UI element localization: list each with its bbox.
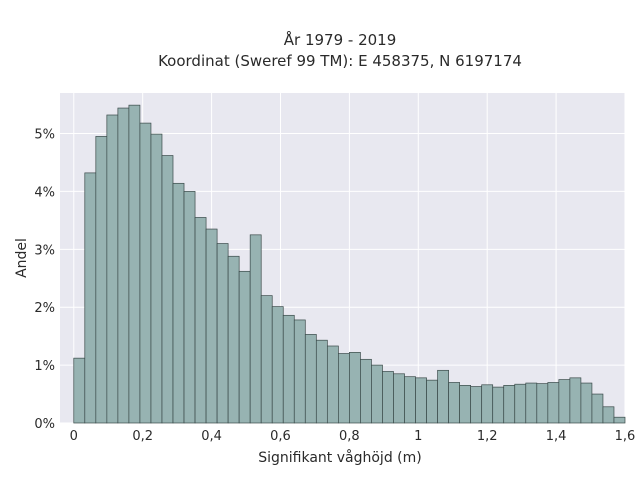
histogram-bar <box>73 357 86 424</box>
histogram-bar <box>547 382 560 424</box>
histogram-bar <box>448 382 460 424</box>
histogram-bar <box>426 379 438 424</box>
histogram-bar <box>492 386 505 424</box>
histogram-bar <box>260 295 273 424</box>
x-tick-label: 1 <box>414 429 422 444</box>
histogram-bar <box>338 353 350 424</box>
histogram-bar <box>349 352 361 424</box>
y-axis-ticks: 0% 1% 2% 3% 4% 5% <box>34 128 55 432</box>
histogram-bar <box>271 306 284 424</box>
y-tick-label: 5% <box>34 128 55 143</box>
x-tick-label: 0,6 <box>270 429 291 444</box>
histogram-bar <box>393 373 405 424</box>
histogram-bar <box>139 122 152 424</box>
histogram-bar <box>293 319 306 424</box>
x-tick-label: 0,2 <box>132 429 153 444</box>
histogram-bar <box>128 104 141 424</box>
histogram-bar <box>150 133 163 424</box>
histogram-bar <box>437 369 449 424</box>
histogram-bar <box>172 182 185 424</box>
y-tick-label: 3% <box>34 243 55 258</box>
histogram-bar <box>525 382 538 424</box>
histogram-bar <box>326 345 339 424</box>
histogram-bar <box>205 228 218 424</box>
histogram-bar <box>216 243 229 424</box>
histogram-bar <box>249 234 262 424</box>
histogram-bar <box>315 339 328 424</box>
histogram-bar <box>304 334 317 424</box>
y-axis-label: Andel <box>14 238 30 278</box>
histogram-bar <box>591 393 604 424</box>
histogram-bar <box>95 136 108 424</box>
histogram-bars <box>73 104 626 424</box>
x-tick-label: 1,4 <box>546 429 567 444</box>
x-tick-label: 1,2 <box>477 429 498 444</box>
histogram-bar <box>117 107 130 424</box>
histogram-bar <box>227 255 240 424</box>
histogram-bar <box>360 358 372 424</box>
histogram-bar <box>194 217 207 424</box>
histogram-bar <box>415 377 427 424</box>
x-axis-ticks: 0 0,2 0,4 0,6 0,8 1 1,2 1,4 1,6 <box>70 429 636 444</box>
histogram-bar <box>382 371 394 424</box>
histogram-bar <box>536 383 549 424</box>
y-tick-label: 2% <box>34 301 55 316</box>
chart-title: År 1979 - 2019 <box>284 30 397 49</box>
histogram-bar <box>238 270 251 424</box>
histogram-bar <box>106 114 119 424</box>
x-tick-label: 0 <box>70 429 78 444</box>
histogram-bar <box>503 385 516 424</box>
histogram-bar <box>84 172 97 424</box>
histogram-bar <box>282 314 295 424</box>
x-axis-label: Signifikant våghöjd (m) <box>258 449 421 466</box>
x-tick-label: 1,6 <box>615 429 636 444</box>
histogram-bar <box>481 384 494 424</box>
y-tick-label: 4% <box>34 185 55 200</box>
y-tick-label: 1% <box>34 359 55 374</box>
histogram-bar <box>514 383 527 424</box>
chart-subtitle: Koordinat (Sweref 99 TM): E 458375, N 61… <box>158 52 522 70</box>
x-tick-label: 0,8 <box>339 429 360 444</box>
histogram-bar <box>558 379 571 424</box>
histogram-bar <box>470 386 483 424</box>
histogram-bar <box>183 191 196 424</box>
histogram-bar <box>161 155 174 424</box>
histogram-bar <box>459 385 472 424</box>
histogram-bar <box>580 382 593 424</box>
histogram-bar <box>569 377 582 424</box>
histogram-bar <box>371 364 383 424</box>
histogram-bar <box>613 416 626 424</box>
histogram-bar <box>602 406 615 424</box>
histogram-bar <box>404 376 416 424</box>
y-tick-label: 0% <box>34 417 55 432</box>
x-tick-label: 0,4 <box>201 429 222 444</box>
